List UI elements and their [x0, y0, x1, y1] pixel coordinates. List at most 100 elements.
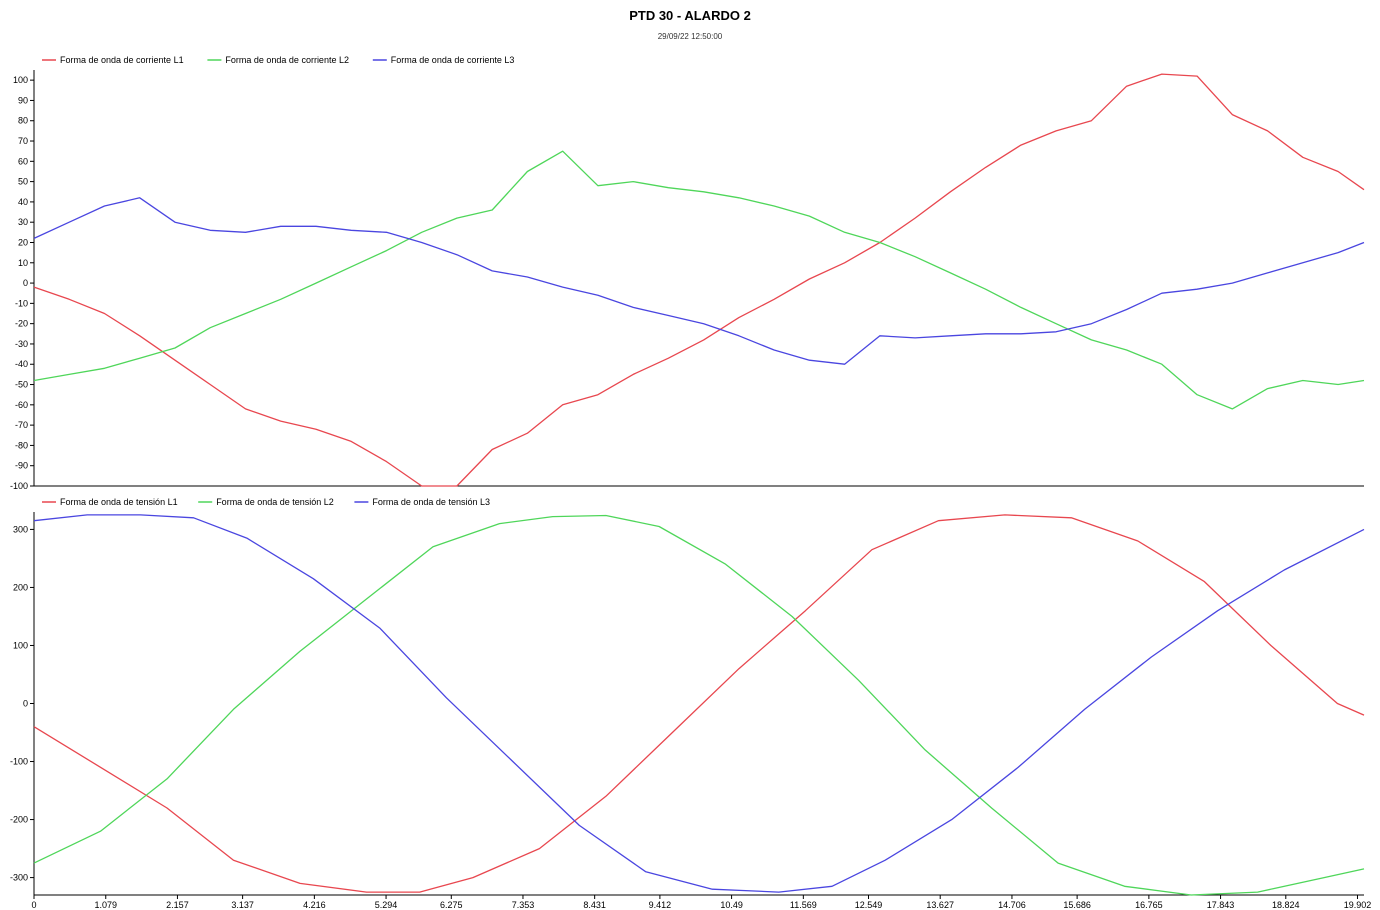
x-tick: 6.275: [440, 895, 463, 910]
current-y-tick-label: 100: [13, 75, 28, 85]
current-y-tick: -70: [15, 420, 34, 430]
voltage-y-tick: -100: [10, 757, 34, 767]
current-y-tick: 80: [18, 116, 34, 126]
current-y-tick-label: -20: [15, 319, 28, 329]
chart-title: PTD 30 - ALARDO 2: [629, 8, 751, 23]
current-y-tick-label: 90: [18, 95, 28, 105]
current-legend-label: Forma de onda de corriente L1: [60, 55, 184, 65]
x-tick: 3.137: [231, 895, 254, 910]
current-y-tick-label: 0: [23, 278, 28, 288]
x-tick-label: 10.49: [720, 900, 743, 910]
x-tick-label: 11.569: [790, 900, 817, 910]
current-y-tick-label: 30: [18, 217, 28, 227]
x-tick-label: 5.294: [375, 900, 398, 910]
current-y-tick-label: 80: [18, 116, 28, 126]
current-y-axis: -100-90-80-70-60-50-40-30-20-10010203040…: [10, 70, 1364, 491]
current-y-tick: 20: [18, 237, 34, 247]
x-tick: 2.157: [166, 895, 189, 910]
current-y-tick-label: -50: [15, 380, 28, 390]
x-tick: 18.824: [1272, 895, 1300, 910]
x-tick-label: 18.824: [1272, 900, 1300, 910]
current-y-tick-label: 70: [18, 136, 28, 146]
voltage-legend-item: Forma de onda de tensión L3: [354, 497, 490, 507]
x-tick-label: 17.843: [1207, 900, 1235, 910]
voltage-y-tick-label: -200: [10, 815, 28, 825]
current-y-tick-label: -40: [15, 359, 28, 369]
x-tick-label: 1.079: [94, 900, 117, 910]
x-tick: 11.569: [790, 895, 817, 910]
current-waveform-panel: Forma de onda de corriente L1 Forma de on…: [10, 55, 1365, 491]
voltage-legend-label: Forma de onda de tensión L3: [372, 497, 490, 507]
current-y-tick: 50: [18, 177, 34, 187]
x-tick: 9.412: [649, 895, 672, 910]
current-y-tick: -20: [15, 319, 34, 329]
current-legend-item: Forma de onda de corriente L1: [42, 55, 184, 65]
voltage-y-tick: 200: [13, 582, 34, 592]
x-tick-label: 13.627: [926, 900, 954, 910]
voltage-y-tick: 100: [13, 640, 34, 650]
x-tick-label: 8.431: [583, 900, 606, 910]
x-tick-label: 14.706: [998, 900, 1026, 910]
x-tick: 4.216: [303, 895, 326, 910]
x-tick: 7.353: [512, 895, 534, 910]
x-tick: 17.843: [1207, 895, 1235, 910]
voltage-y-tick: 300: [13, 524, 34, 534]
current-y-tick: -30: [15, 339, 34, 349]
current-series-l1-line: [33, 73, 1365, 487]
x-tick-label: 19.902: [1344, 900, 1372, 910]
voltage-y-tick-label: 0: [23, 699, 28, 709]
voltage-legend-label: Forma de onda de tensión L1: [60, 497, 178, 507]
current-legend-item: Forma de onda de corriente L3: [372, 55, 514, 65]
voltage-y-tick-label: 300: [13, 524, 28, 534]
current-y-tick: 0: [23, 278, 34, 288]
current-y-tick: -40: [15, 359, 34, 369]
voltage-y-tick-label: 100: [13, 640, 28, 650]
x-tick: 14.706: [998, 895, 1026, 910]
voltage-series-l3-line: [33, 514, 1365, 893]
voltage-y-axis: -300 -200 -100 0 100 200 300: [10, 512, 1364, 896]
current-y-tick-label: 10: [18, 258, 28, 268]
voltage-series-l2-line: [33, 514, 1365, 896]
current-plot-area: [33, 73, 1365, 487]
x-tick-label: 9.412: [649, 900, 672, 910]
current-y-tick-label: 20: [18, 237, 28, 247]
current-y-tick-label: -30: [15, 339, 28, 349]
current-y-tick: -50: [15, 380, 34, 390]
current-y-tick-label: 50: [18, 177, 28, 187]
x-tick-label: 3.137: [231, 900, 254, 910]
voltage-waveform-panel: Forma de onda de tensión L1 Forma de onda…: [10, 497, 1371, 910]
x-tick-label: 16.765: [1135, 900, 1163, 910]
current-y-tick-label: 40: [18, 197, 28, 207]
current-y-tick-label: -100: [10, 481, 28, 491]
current-y-tick: -60: [15, 400, 34, 410]
x-tick-label: 2.157: [166, 900, 189, 910]
current-y-tick: 30: [18, 217, 34, 227]
voltage-legend-label: Forma de onda de tensión L2: [216, 497, 334, 507]
x-tick: 13.627: [926, 895, 954, 910]
current-legend-item: Forma de onda de corriente L2: [207, 55, 349, 65]
current-y-tick: 100: [13, 75, 34, 85]
current-y-tick-label: -80: [15, 440, 28, 450]
x-tick-label: 12.549: [855, 900, 883, 910]
current-y-tick-label: 60: [18, 156, 28, 166]
current-y-tick: 70: [18, 136, 34, 146]
current-y-tick: -80: [15, 440, 34, 450]
voltage-plot-area: [33, 514, 1365, 896]
current-y-tick-label: -60: [15, 400, 28, 410]
x-tick-label: 4.216: [303, 900, 326, 910]
current-y-tick: 10: [18, 258, 34, 268]
x-tick: 15.686: [1063, 895, 1091, 910]
x-tick: 8.431: [583, 895, 606, 910]
current-y-tick: 90: [18, 95, 34, 105]
x-tick: 0: [31, 895, 37, 910]
current-y-tick: 40: [18, 197, 34, 207]
current-y-tick-label: -90: [15, 461, 28, 471]
current-y-tick-label: -10: [15, 298, 28, 308]
voltage-y-tick-label: -300: [10, 873, 28, 883]
voltage-legend-item: Forma de onda de tensión L1: [42, 497, 178, 507]
x-tick: 19.902: [1344, 895, 1372, 910]
x-tick: 10.49: [720, 895, 743, 910]
voltage-y-tick-label: 200: [13, 582, 28, 592]
x-tick-label: 0: [31, 900, 36, 910]
